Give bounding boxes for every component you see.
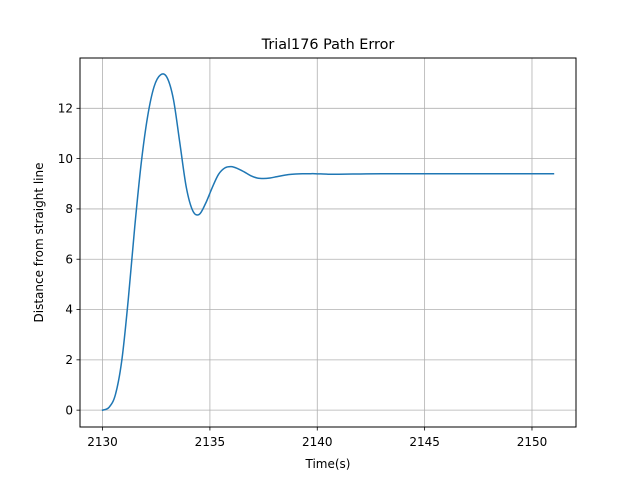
y-tick-label: 12 (58, 102, 73, 116)
y-tick-label: 4 (65, 303, 73, 317)
series-line-1 (101, 73, 555, 412)
chart-title: Trial176 Path Error (261, 37, 395, 53)
x-tick-label: 2135 (195, 435, 226, 449)
plot-frame (79, 57, 577, 428)
y-tick-label: 6 (65, 252, 73, 266)
y-tick-label: 2 (65, 353, 73, 367)
grid (80, 58, 576, 427)
x-tick-label: 2150 (517, 435, 548, 449)
y-tick-label: 10 (58, 152, 73, 166)
x-axis-title: Time(s) (305, 457, 351, 471)
x-tick-label: 2130 (87, 435, 118, 449)
y-tick-label: 0 (65, 403, 73, 417)
x-tick-label: 2140 (302, 435, 333, 449)
y-axis-title: Distance from straight line (32, 162, 46, 322)
y-tick-label: 8 (65, 202, 73, 216)
ticks: 2130 2135 2140 2145 2150 0 2 4 6 8 10 12 (58, 102, 548, 449)
series-layer (101, 73, 555, 412)
x-tick-label: 2145 (409, 435, 440, 449)
